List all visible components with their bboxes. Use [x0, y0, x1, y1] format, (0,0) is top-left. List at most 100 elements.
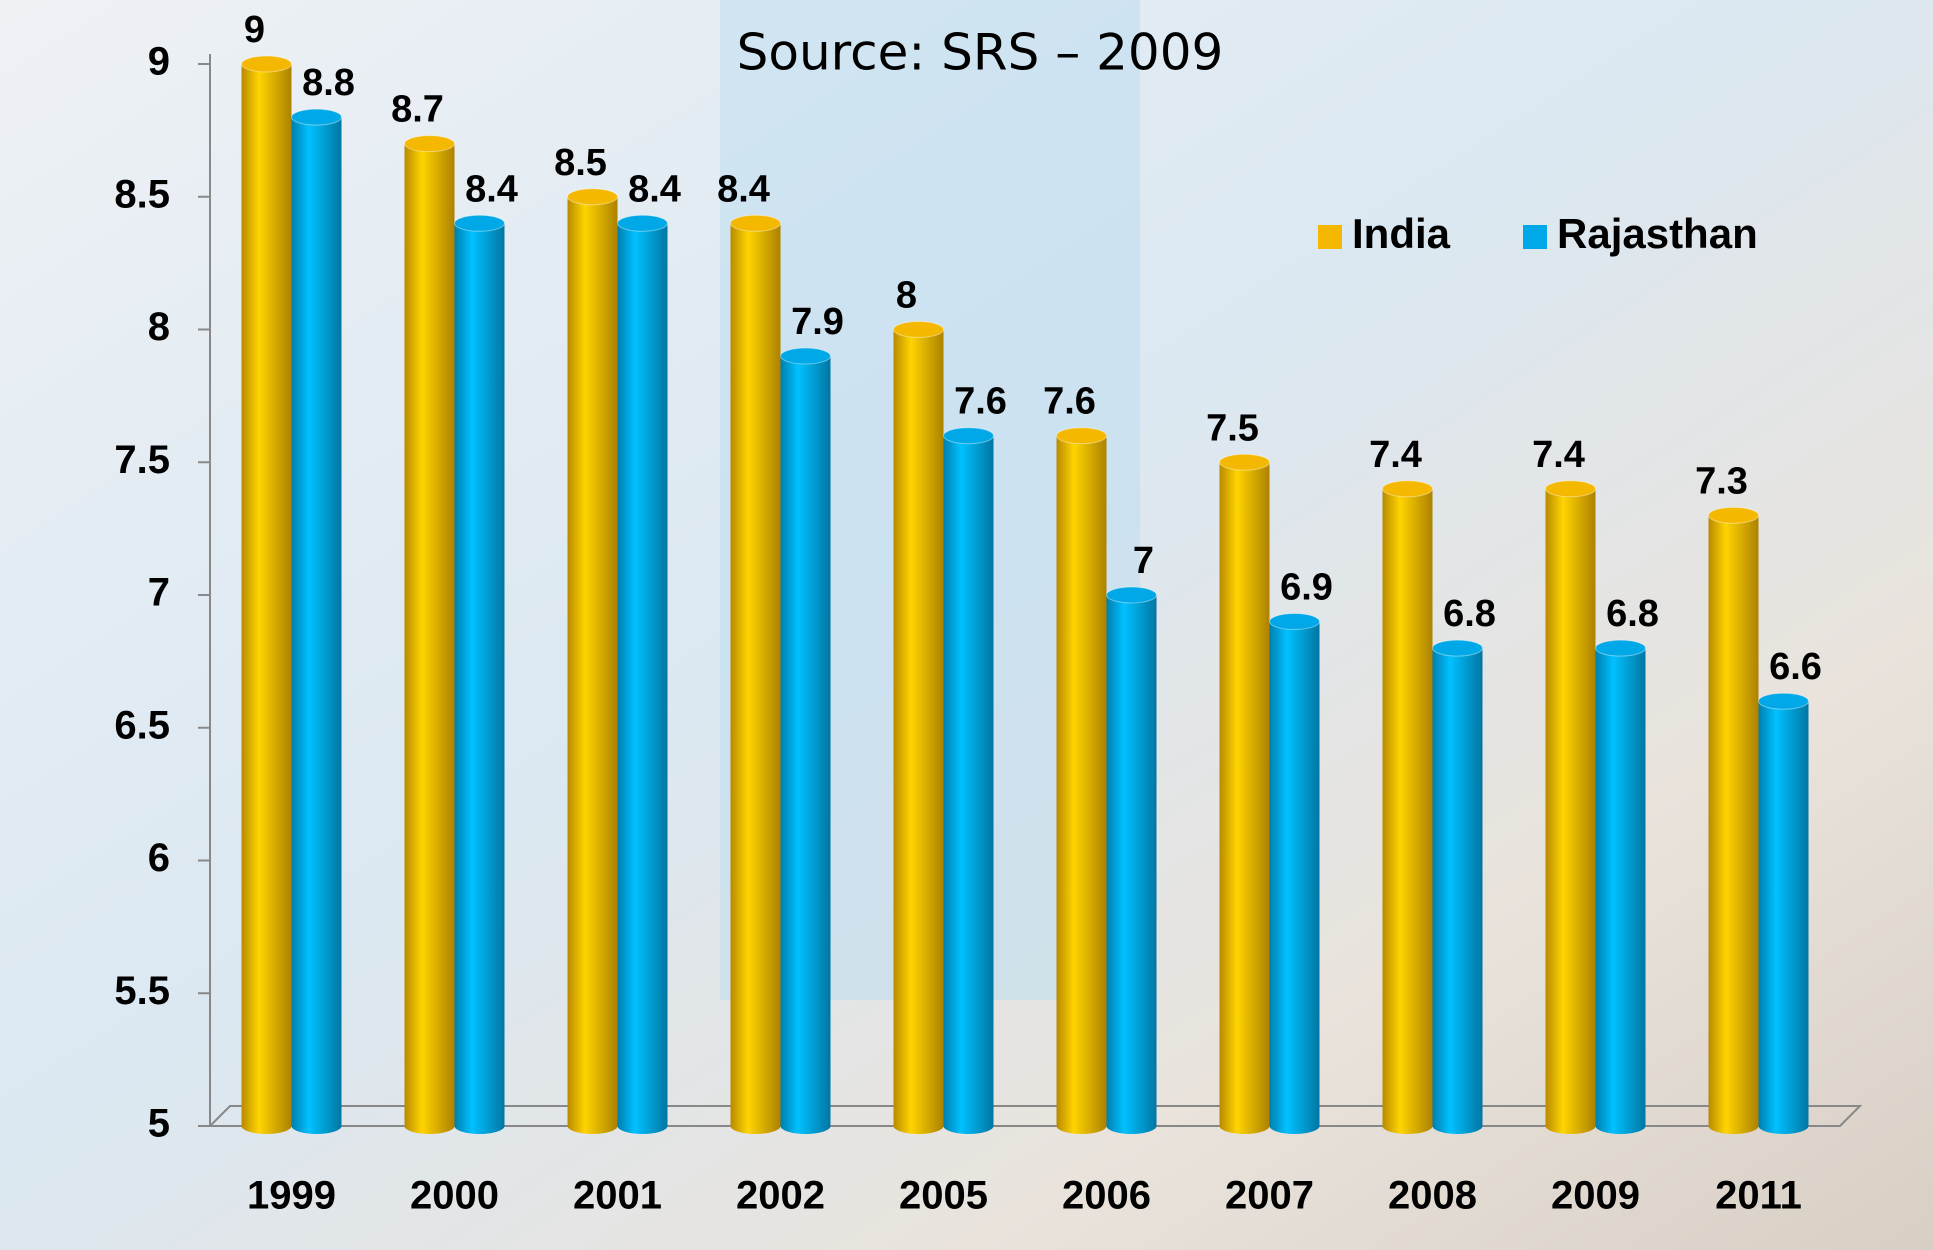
- bar-cap: [242, 56, 292, 72]
- bar-cap: [1383, 481, 1433, 497]
- value-label: 8: [896, 275, 917, 317]
- value-label: 7.4: [1532, 434, 1585, 476]
- bar-cap: [568, 189, 618, 205]
- bar: [242, 64, 292, 1126]
- bar: [405, 144, 455, 1126]
- bar-base: [1220, 1118, 1270, 1134]
- bar: [1383, 489, 1433, 1126]
- bar-cap: [894, 322, 944, 338]
- bar-base: [455, 1118, 505, 1134]
- value-label: 7: [1133, 540, 1154, 582]
- bar-base: [242, 1118, 292, 1134]
- x-tick-label: 2001: [573, 1174, 662, 1218]
- bar-base: [1433, 1118, 1483, 1134]
- value-label: 6.8: [1443, 593, 1496, 635]
- bar: [894, 330, 944, 1127]
- y-tick-label: 9: [148, 40, 170, 84]
- y-tick-label: 8: [148, 305, 170, 349]
- bar: [1759, 701, 1809, 1126]
- bar-base: [894, 1118, 944, 1134]
- bar: [1709, 515, 1759, 1126]
- value-label: 8.8: [302, 62, 355, 104]
- bar-base: [1270, 1118, 1320, 1134]
- y-tick-label: 5.5: [114, 969, 170, 1013]
- bar: [781, 356, 831, 1126]
- bar-base: [1546, 1118, 1596, 1134]
- y-tick-label: 6: [148, 836, 170, 880]
- x-tick-label: 1999: [247, 1174, 336, 1218]
- chart-title: Source: SRS – 2009: [737, 24, 1224, 82]
- value-label: 7.4: [1369, 434, 1422, 476]
- bar: [1107, 595, 1157, 1126]
- x-tick-label: 2002: [736, 1174, 825, 1218]
- value-label: 8.4: [465, 168, 518, 210]
- bar-base: [1596, 1118, 1646, 1134]
- bar: [1596, 648, 1646, 1126]
- bar-cap: [944, 428, 994, 444]
- bar-cap: [1433, 640, 1483, 656]
- bar-base: [1107, 1118, 1157, 1134]
- bar-cap: [1220, 454, 1270, 470]
- bar-base: [944, 1118, 994, 1134]
- bar-base: [618, 1118, 668, 1134]
- bar-base: [781, 1118, 831, 1134]
- value-label: 8.7: [391, 89, 444, 131]
- value-label: 8.4: [628, 168, 681, 210]
- bar: [618, 223, 668, 1126]
- x-tick-label: 2000: [410, 1174, 499, 1218]
- bar-base: [292, 1118, 342, 1134]
- chart: Source: SRS – 2009 55.566.577.588.591999…: [0, 0, 1933, 1250]
- bar-base: [568, 1118, 618, 1134]
- bar-base: [731, 1118, 781, 1134]
- legend-swatch: [1523, 225, 1547, 249]
- y-tick-label: 8.5: [114, 172, 170, 216]
- bar: [1220, 462, 1270, 1126]
- bar-cap: [1546, 481, 1596, 497]
- value-label: 7.6: [1043, 381, 1096, 423]
- x-tick-label: 2011: [1715, 1174, 1802, 1218]
- bar-base: [405, 1118, 455, 1134]
- bar: [944, 436, 994, 1126]
- value-label: 6.9: [1280, 567, 1333, 609]
- bar-base: [1759, 1118, 1809, 1134]
- bar-cap: [1759, 693, 1809, 709]
- value-label: 8.5: [554, 142, 607, 184]
- bar: [568, 197, 618, 1126]
- bar-cap: [455, 215, 505, 231]
- bar: [1057, 436, 1107, 1126]
- value-label: 6.6: [1769, 646, 1822, 688]
- bar-base: [1057, 1118, 1107, 1134]
- bar-cap: [618, 215, 668, 231]
- bar: [731, 223, 781, 1126]
- bar-cap: [1057, 428, 1107, 444]
- bar: [1546, 489, 1596, 1126]
- y-tick-label: 7.5: [114, 438, 170, 482]
- bar-base: [1383, 1118, 1433, 1134]
- bar: [1433, 648, 1483, 1126]
- bar-cap: [292, 109, 342, 125]
- bar-cap: [1270, 614, 1320, 630]
- x-tick-label: 2008: [1388, 1174, 1477, 1218]
- x-tick-label: 2006: [1062, 1174, 1151, 1218]
- value-label: 7.9: [791, 301, 844, 343]
- x-tick-label: 2005: [899, 1174, 988, 1218]
- bar-cap: [1596, 640, 1646, 656]
- y-tick-label: 7: [148, 571, 170, 615]
- x-tick-label: 2007: [1225, 1174, 1314, 1218]
- bar-cap: [731, 215, 781, 231]
- value-label: 7.5: [1206, 407, 1259, 449]
- value-label: 8.4: [717, 168, 770, 210]
- legend-label: India: [1352, 210, 1451, 257]
- bar-cap: [1107, 587, 1157, 603]
- value-label: 6.8: [1606, 593, 1659, 635]
- y-tick-label: 5: [148, 1102, 170, 1146]
- bar: [292, 117, 342, 1126]
- bar-cap: [405, 136, 455, 152]
- x-tick-label: 2009: [1551, 1174, 1640, 1218]
- legend-label: Rajasthan: [1557, 210, 1758, 257]
- bar: [455, 223, 505, 1126]
- value-label: 7.3: [1695, 460, 1748, 502]
- bar-cap: [1709, 507, 1759, 523]
- bar-base: [1709, 1118, 1759, 1134]
- bar: [1270, 622, 1320, 1126]
